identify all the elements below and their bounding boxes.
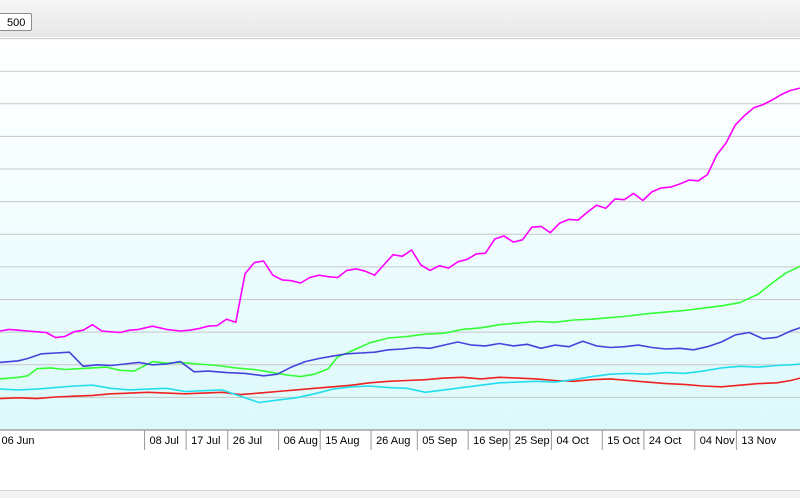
x-axis-ticks: 06 Jun 08 Jul 17 Jul 26 Jul 06 Aug 15 Aug 26 A… <box>1 430 777 450</box>
x-tick-label-8: 16 Sep <box>473 435 508 447</box>
x-tick-label-13: 04 Nov <box>700 435 735 447</box>
navigator-strip <box>0 490 800 498</box>
x-tick-label-12: 24 Oct <box>649 435 681 447</box>
gridlines <box>0 38 800 398</box>
x-tick-label-0: 06 Jun <box>1 435 34 447</box>
x-tick-label-2: 17 Jul <box>191 435 220 447</box>
series-line-2 <box>0 327 800 377</box>
x-tick-label-9: 25 Sep <box>515 435 550 447</box>
x-tick-label-14: 13 Nov <box>741 435 776 447</box>
series-line-1 <box>0 265 800 380</box>
x-tick-label-1: 08 Jul <box>149 435 178 447</box>
series-lines <box>0 87 800 404</box>
line-chart: 06 Jun 08 Jul 17 Jul 26 Jul 06 Aug 15 Aug 26 A… <box>0 37 800 450</box>
x-tick-label-10: 04 Oct <box>556 435 588 447</box>
zoom-500-button[interactable]: 500 <box>0 13 33 31</box>
series-line-3 <box>0 376 800 400</box>
series-line-0 <box>0 87 800 339</box>
series-line-4 <box>0 363 800 404</box>
x-tick-label-6: 26 Aug <box>376 435 410 447</box>
x-tick-label-11: 15 Oct <box>607 435 639 447</box>
chart-toolbar: 500 <box>0 0 800 37</box>
x-tick-label-5: 15 Aug <box>325 435 359 447</box>
x-tick-label-3: 26 Jul <box>233 435 262 447</box>
x-tick-label-7: 05 Sep <box>422 435 457 447</box>
x-tick-label-4: 06 Aug <box>284 435 318 447</box>
